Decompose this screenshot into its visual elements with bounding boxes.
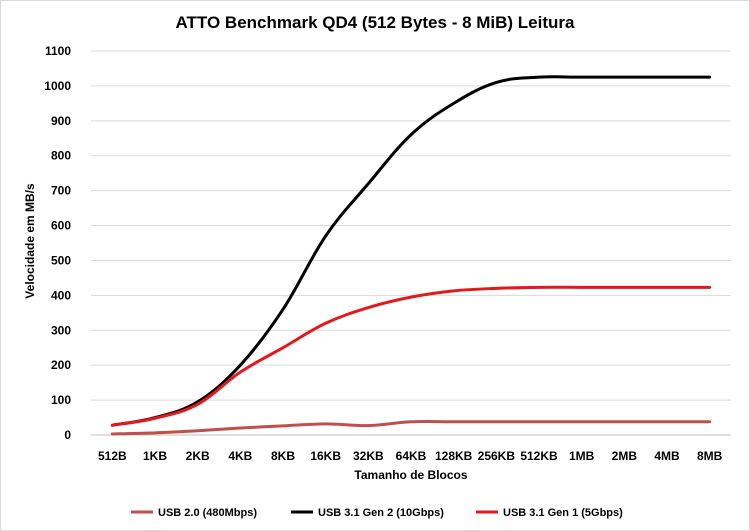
x-tick-label: 8KB	[271, 449, 295, 463]
y-tick-label: 100	[51, 393, 71, 407]
legend-label: USB 2.0 (480Mbps)	[158, 507, 257, 519]
y-tick-label: 400	[51, 288, 71, 302]
legend: USB 2.0 (480Mbps) USB 3.1 Gen 2 (10Gbps) U…	[131, 507, 623, 519]
y-tick-label: 900	[51, 114, 71, 128]
series-line-usb-3-1-gen-2	[110, 75, 712, 427]
legend-label: USB 3.1 Gen 1 (5Gbps)	[503, 507, 623, 519]
y-tick-label: 200	[51, 358, 71, 372]
x-tick-label: 128KB	[435, 449, 473, 463]
y-tick-label: 1100	[45, 44, 71, 58]
series-lines	[110, 75, 712, 436]
y-tick-label: 800	[51, 149, 71, 163]
y-tick-label: 600	[51, 219, 71, 233]
y-tick-label: 0	[64, 428, 71, 442]
x-tick-label: 32KB	[353, 449, 384, 463]
x-tick-label: 512B	[98, 449, 127, 463]
legend-label: USB 3.1 Gen 2 (10Gbps)	[318, 507, 444, 519]
y-axis-ticks: 0 100 200 300 400 500 600 700 800 900 1000 1100	[44, 44, 71, 442]
x-tick-label: 2MB	[612, 449, 638, 463]
series-line-usb-3-1-gen-1	[110, 285, 712, 427]
x-tick-label: 1MB	[569, 449, 595, 463]
y-tick-label: 500	[51, 253, 71, 267]
x-tick-label: 1KB	[143, 449, 167, 463]
x-tick-label: 8MB	[697, 449, 723, 463]
x-tick-label: 16KB	[310, 449, 341, 463]
x-tick-label: 256KB	[478, 449, 516, 463]
chart-title: ATTO Benchmark QD4 (512 Bytes - 8 MiB) L…	[176, 13, 576, 32]
x-axis-ticks: 512B 1KB 2KB 4KB 8KB 16KB 32KB 64KB 128KB 256KB 51…	[98, 449, 723, 463]
x-tick-label: 64KB	[396, 449, 427, 463]
x-tick-label: 2KB	[186, 449, 210, 463]
y-tick-label: 300	[51, 323, 71, 337]
x-axis-label: Tamanho de Blocos	[354, 468, 467, 482]
gridlines	[91, 50, 731, 401]
series-line-usb-2-0	[110, 419, 712, 436]
x-tick-label: 512KB	[520, 449, 558, 463]
x-tick-label: 4MB	[654, 449, 680, 463]
y-tick-label: 700	[51, 184, 71, 198]
y-tick-label: 1000	[44, 79, 71, 93]
y-axis-label: Velocidade em MB/s	[23, 183, 37, 299]
x-tick-label: 4KB	[228, 449, 252, 463]
